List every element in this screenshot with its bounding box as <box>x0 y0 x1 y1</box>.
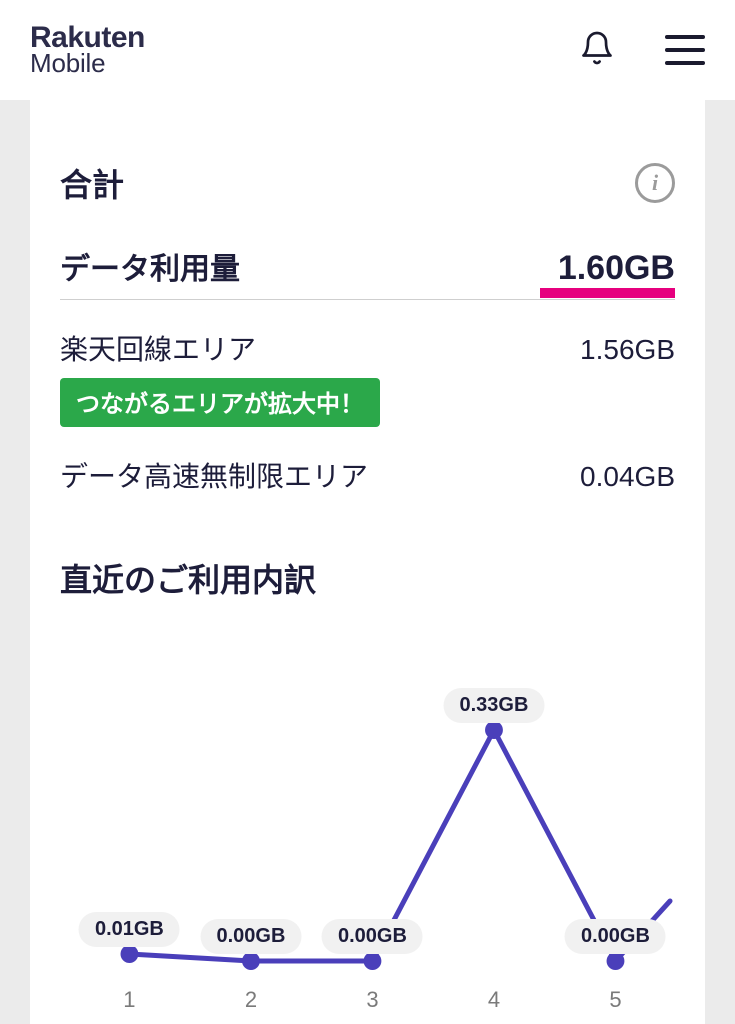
total-row: 合計 i <box>60 160 675 206</box>
chart-value-bubble: 0.01GB <box>79 912 180 947</box>
chart-value-bubble: 0.00GB <box>322 919 423 954</box>
menu-icon[interactable] <box>665 35 705 65</box>
app-header: Rakuten Mobile <box>0 0 735 100</box>
total-label: 合計 <box>60 160 124 206</box>
header-actions <box>579 30 705 71</box>
chart-value-bubble: 0.00GB <box>200 919 301 954</box>
usage-underline <box>60 292 675 300</box>
chart-x-label: 2 <box>245 987 257 1013</box>
data-usage-value: 1.60GB <box>558 249 675 288</box>
info-icon[interactable]: i <box>635 163 675 203</box>
chart-x-label: 1 <box>123 987 135 1013</box>
area-value-rakuten: 1.56GB <box>580 334 675 366</box>
chart-x-label: 5 <box>609 987 621 1013</box>
daily-usage-chart: 0.01GB 0.00GB 0.00GB 0.33GB 0.00GB 1 2 3 4 5 <box>60 641 675 1024</box>
chart-value-bubble: 0.00GB <box>565 919 666 954</box>
chart-value-bubble: 0.33GB <box>444 688 545 723</box>
bell-icon[interactable] <box>579 30 615 71</box>
area-value-unlimited: 0.04GB <box>580 461 675 493</box>
chart-x-label: 4 <box>488 987 500 1013</box>
chart-x-label: 3 <box>366 987 378 1013</box>
area-label-rakuten: 楽天回線エリア <box>60 328 256 368</box>
area-label-unlimited: データ高速無制限エリア <box>60 455 368 495</box>
logo-text-line2: Mobile <box>30 51 145 76</box>
usage-row: データ利用量 1.60GB <box>60 244 675 288</box>
area-row-unlimited: データ高速無制限エリア 0.04GB <box>60 455 675 495</box>
data-usage-label: データ利用量 <box>60 244 240 288</box>
area-row-rakuten: 楽天回線エリア 1.56GB <box>60 328 675 368</box>
logo[interactable]: Rakuten Mobile <box>30 24 145 75</box>
usage-highlight-bar <box>540 288 675 298</box>
page-body: 合計 i データ利用量 1.60GB 楽天回線エリア 1.56GB つながるエリ… <box>0 100 735 1024</box>
breakdown-title: 直近のご利用内訳 <box>60 555 675 601</box>
expanding-area-badge[interactable]: つながるエリアが拡大中！ <box>60 378 380 427</box>
usage-card: 合計 i データ利用量 1.60GB 楽天回線エリア 1.56GB つながるエリ… <box>30 100 705 1024</box>
